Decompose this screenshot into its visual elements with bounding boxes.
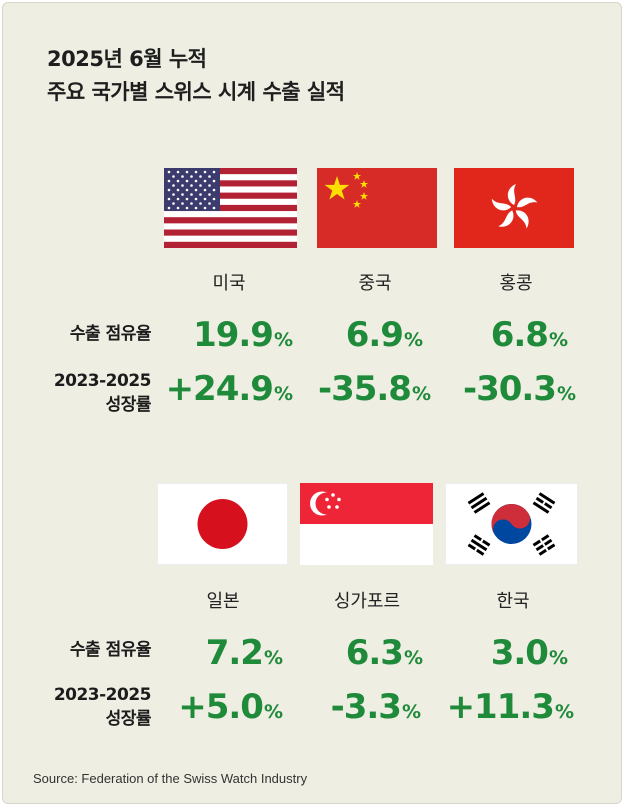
- country-name-usa: 미국: [212, 273, 246, 294]
- percent-sign: %: [548, 647, 568, 669]
- percent-sign: %: [556, 383, 576, 405]
- share-value-usa: 19.9%: [113, 315, 293, 355]
- usa-flag: [164, 168, 297, 248]
- title-line-2: 주요 국가별 스위스 시계 수출 실적: [47, 80, 345, 104]
- growth-number: +24.9: [165, 369, 274, 409]
- share-number: 7.2: [205, 633, 264, 673]
- share-row-label: 수출 점유율: [69, 640, 152, 660]
- singapore-flag: [300, 483, 433, 565]
- share-value-hongkong: 6.8%: [388, 315, 568, 355]
- growth-label-years: 2023-2025: [53, 685, 152, 705]
- percent-sign: %: [403, 647, 423, 669]
- country-name-korea: 한국: [496, 591, 530, 612]
- japan-flag: [157, 483, 288, 565]
- title-line-1: 2025년 6월 누적: [47, 47, 207, 71]
- percent-sign: %: [263, 647, 283, 669]
- growth-label-text: 성장률: [105, 395, 152, 415]
- growth-number: -3.3: [330, 687, 402, 727]
- share-number: 6.8: [490, 315, 549, 355]
- share-row-label: 수출 점유율: [69, 324, 152, 344]
- korea-flag: [445, 483, 578, 565]
- share-value-singapore: 6.3%: [243, 633, 423, 673]
- growth-value-korea: +11.3%: [394, 687, 574, 727]
- share-number: 19.9: [193, 315, 274, 355]
- share-value-korea: 3.0%: [388, 633, 568, 673]
- country-name-japan: 일본: [206, 591, 240, 612]
- growth-value-singapore: -3.3%: [241, 687, 421, 727]
- share-number: 6.3: [345, 633, 404, 673]
- percent-sign: %: [548, 329, 568, 351]
- growth-number: -30.3: [462, 369, 557, 409]
- china-flag: [317, 168, 437, 248]
- source-note: Source: Federation of the Swiss Watch In…: [33, 771, 308, 786]
- country-name-china: 중국: [358, 273, 392, 294]
- percent-sign: %: [554, 701, 574, 723]
- page-title: 2025년 6월 누적 주요 국가별 스위스 시계 수출 실적: [47, 43, 345, 109]
- growth-label-years: 2023-2025: [53, 371, 152, 391]
- growth-value-usa: +24.9%: [113, 369, 293, 409]
- growth-number: +11.3: [446, 687, 555, 727]
- growth-value-japan: +5.0%: [103, 687, 283, 727]
- hongkong-flag: [454, 168, 574, 248]
- growth-row-label: 2023-2025 성장률: [0, 683, 152, 731]
- growth-row-label: 2023-2025 성장률: [0, 369, 152, 417]
- growth-label-text: 성장률: [105, 709, 152, 729]
- share-value-japan: 7.2%: [103, 633, 283, 673]
- percent-sign: %: [403, 329, 423, 351]
- growth-number: +5.0: [178, 687, 264, 727]
- share-number: 6.9: [345, 315, 404, 355]
- country-name-hongkong: 홍콩: [499, 273, 533, 294]
- percent-sign: %: [411, 383, 431, 405]
- percent-sign: %: [273, 329, 293, 351]
- percent-sign: %: [273, 383, 293, 405]
- share-number: 3.0: [490, 633, 549, 673]
- growth-number: -35.8: [317, 369, 412, 409]
- growth-value-china: -35.8%: [251, 369, 431, 409]
- growth-value-hongkong: -30.3%: [396, 369, 576, 409]
- percent-sign: %: [401, 701, 421, 723]
- share-value-china: 6.9%: [243, 315, 423, 355]
- percent-sign: %: [263, 701, 283, 723]
- country-name-singapore: 싱가포르: [333, 591, 401, 612]
